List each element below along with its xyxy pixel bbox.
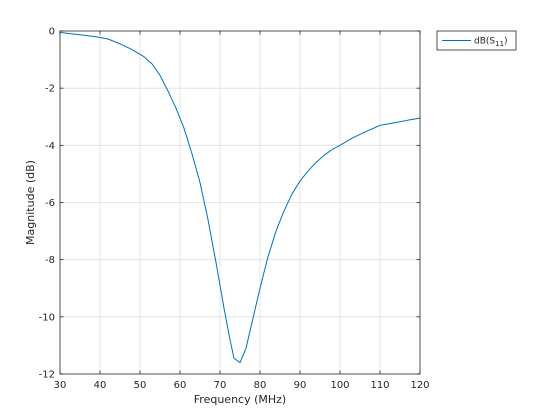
legend-entry-s11-name: dB(S: [474, 37, 495, 47]
x-tick-label: 60: [174, 380, 187, 391]
x-axis-label: Frequency (MHz): [194, 393, 286, 406]
x-tick-label: 30: [54, 380, 67, 391]
x-tick-label: 90: [294, 380, 307, 391]
x-tick-label: 80: [254, 380, 267, 391]
x-tick-label: 50: [134, 380, 147, 391]
legend: dB(S11): [436, 30, 517, 51]
x-tick-label: 70: [214, 380, 227, 391]
data-series: [59, 31, 421, 364]
y-tick-labels: 0 -2 -4 -6 -8 -10 -12: [39, 27, 55, 381]
y-tick-label: -6: [45, 198, 55, 209]
x-tick-label: 110: [370, 380, 389, 391]
legend-entry-s11: dB(S11): [474, 37, 508, 49]
x-tick-labels: 30 40 50 60 70 80 90 100 110 120: [54, 380, 430, 391]
legend-box: [436, 30, 517, 51]
x-tick-label: 100: [330, 380, 349, 391]
y-tick-label: -12: [39, 370, 55, 381]
y-axis-label: Magnitude (dB): [24, 160, 37, 245]
series-line-s11: [59, 31, 421, 364]
y-tick-label: 0: [49, 27, 55, 38]
legend-entry-s11-subscript: 11: [495, 40, 504, 48]
x-tick-label: 120: [410, 380, 429, 391]
legend-entry-s11-suffix: ): [504, 37, 508, 47]
y-tick-label: -4: [45, 141, 55, 152]
x-tick-label: 40: [94, 380, 107, 391]
y-tick-label: -8: [45, 255, 55, 266]
axis-ticks: [59, 30, 421, 375]
y-tick-label: -2: [45, 84, 55, 95]
y-tick-label: -10: [39, 312, 55, 323]
grid: [60, 31, 420, 374]
